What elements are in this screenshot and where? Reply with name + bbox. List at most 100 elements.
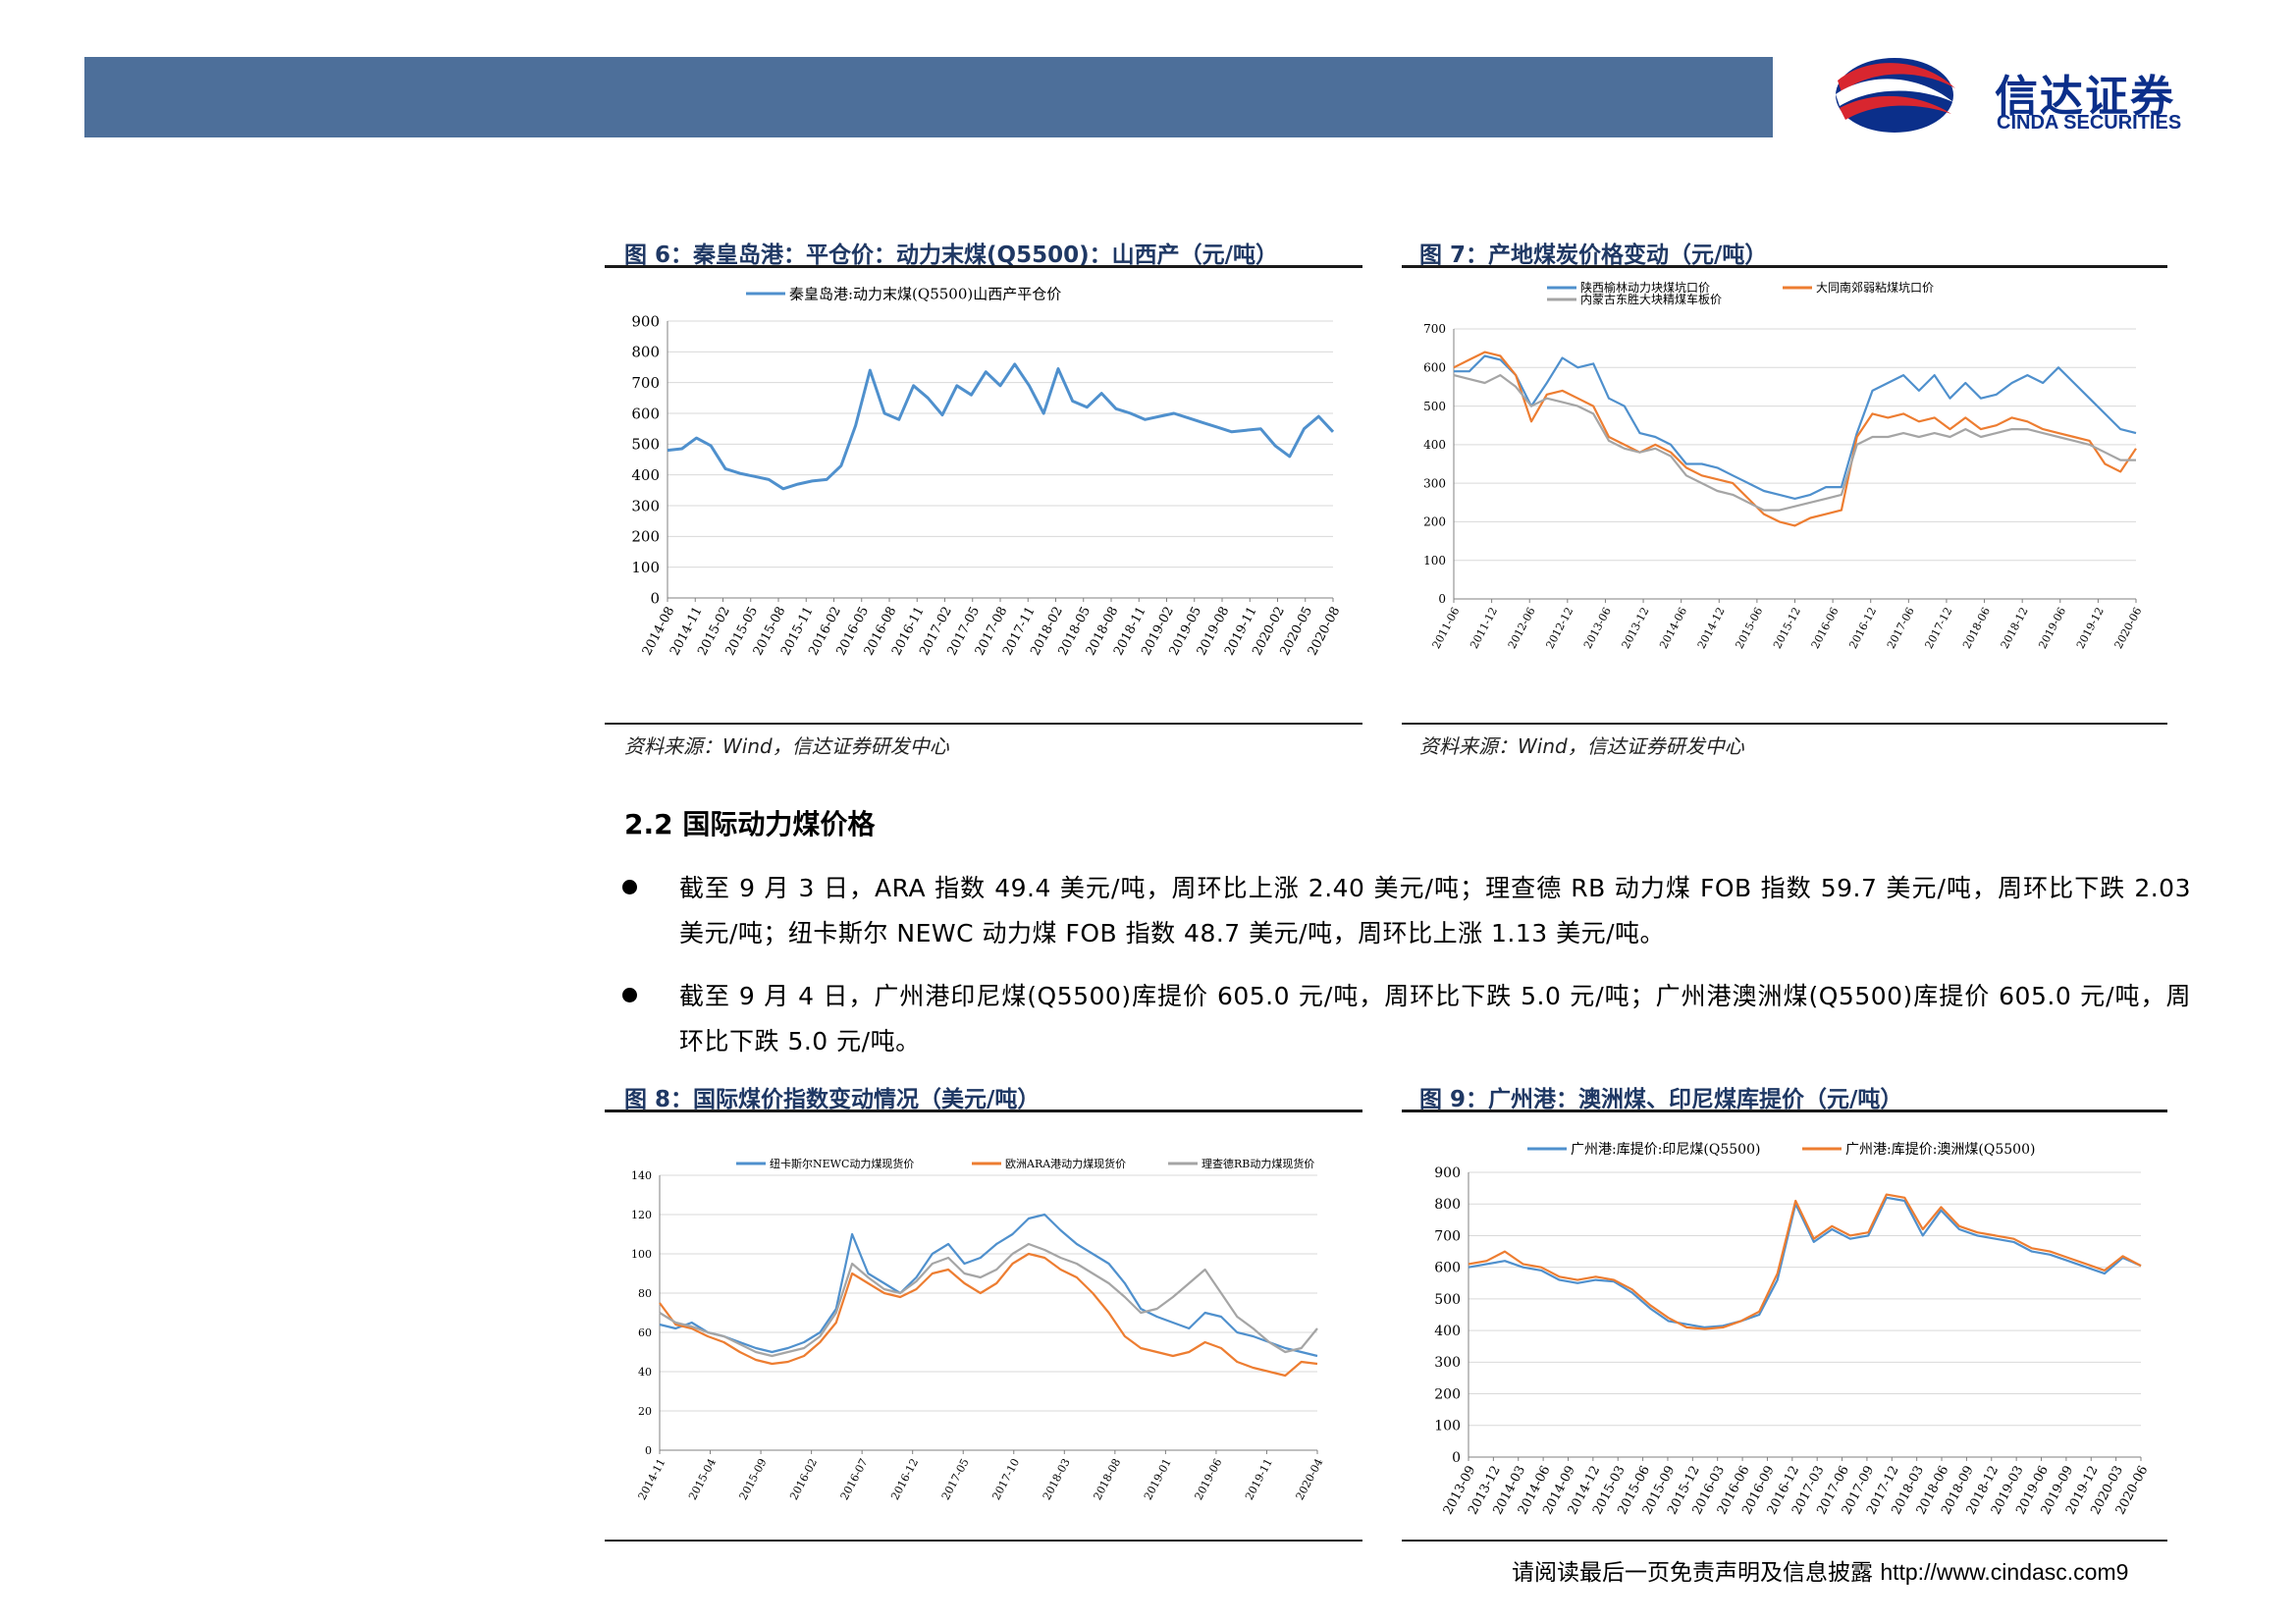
fig9-ytick-label: 900 <box>1434 1165 1461 1181</box>
fig7-xtick-label: 2017-06 <box>1885 605 1917 650</box>
section-title: 2.2 国际动力煤价格 <box>624 808 876 840</box>
fig9-series-line-1 <box>1468 1196 2142 1328</box>
fig8-xtick-label: 2017-10 <box>989 1456 1022 1501</box>
fig8-xtick-label: 2018-08 <box>1091 1456 1123 1501</box>
fig8-ytick-label: 140 <box>631 1169 652 1182</box>
fig7-ytick-label: 500 <box>1423 400 1446 413</box>
fig9-legend-label: 广州港:库提价:澳洲煤(Q5500) <box>1845 1142 2035 1158</box>
fig9-series-line-2 <box>1468 1193 2142 1330</box>
fig8-title: 图 8：国际煤价指数变动情况（美元/吨） <box>624 1087 1041 1112</box>
fig8-xtick-label: 2016-12 <box>888 1456 921 1501</box>
fig6-ytick-label: 600 <box>631 405 660 422</box>
fig8-ytick-label: 60 <box>638 1326 652 1339</box>
fig7-xtick-label: 2018-06 <box>1960 605 1993 650</box>
fig8-xtick-label: 2015-09 <box>737 1456 770 1501</box>
fig7-xtick-label: 2014-12 <box>1695 605 1728 650</box>
fig9-ytick-label: 400 <box>1434 1324 1461 1339</box>
fig6-ytick-label: 800 <box>631 344 660 361</box>
fig8-series-line-2 <box>659 1252 1318 1378</box>
fig6-ytick-label: 200 <box>631 528 660 546</box>
fig8-series-line-1 <box>659 1213 1318 1358</box>
fig8-xtick-label: 2016-07 <box>838 1456 871 1501</box>
fig9-top-rule <box>1402 1110 2167 1112</box>
fig7-ytick-label: 100 <box>1423 554 1446 568</box>
fig6-source: 资料来源：Wind，信达证券研发中心 <box>624 734 949 758</box>
fig9-ytick-label: 600 <box>1434 1261 1461 1276</box>
fig6-top-rule <box>605 265 1362 268</box>
fig6-chart: 01002003004005006007008009002014-082014-… <box>631 285 1343 658</box>
page-number: 9 <box>2115 1559 2129 1585</box>
fig9-chart: 01002003004005006007008009002013-092013-… <box>1434 1142 2151 1517</box>
fig9-ytick-label: 300 <box>1434 1355 1461 1371</box>
bullet-dot-2 <box>622 988 637 1002</box>
fig8-xtick-label: 2016-02 <box>787 1456 820 1501</box>
fig8-xtick-label: 2020-04 <box>1294 1456 1326 1501</box>
fig8-xtick-label: 2019-01 <box>1142 1456 1174 1501</box>
fig8-xtick-label: 2015-04 <box>686 1456 719 1501</box>
fig6-ytick-label: 500 <box>631 436 660 454</box>
fig7-xtick-label: 2017-12 <box>1922 605 1954 650</box>
fig7-xtick-label: 2019-12 <box>2074 605 2107 650</box>
fig7-xtick-label: 2020-06 <box>2112 605 2145 650</box>
fig9-ytick-label: 700 <box>1434 1228 1461 1244</box>
fig7-title: 图 7：产地煤炭价格变动（元/吨） <box>1419 243 1768 268</box>
fig8-ytick-label: 40 <box>638 1366 652 1379</box>
fig9-title: 图 9：广州港：澳洲煤、印尼煤库提价（元/吨） <box>1419 1087 1903 1112</box>
fig7-ytick-label: 600 <box>1423 360 1446 374</box>
fig7-xtick-label: 2019-06 <box>2036 605 2068 650</box>
fig8-xtick-label: 2017-05 <box>939 1456 972 1501</box>
fig8-ytick-label: 100 <box>631 1248 652 1261</box>
fig7-xtick-label: 2011-06 <box>1430 605 1463 650</box>
fig9-ytick-label: 500 <box>1434 1292 1461 1308</box>
fig8-legend-label: 纽卡斯尔NEWC动力煤现货价 <box>770 1157 914 1170</box>
bullet-text-1: 截至 9 月 3 日，ARA 指数 49.4 美元/吨，周环比上涨 2.40 美… <box>679 874 2191 947</box>
bullet-text-2: 截至 9 月 4 日，广州港印尼煤(Q5500)库提价 605.0 元/吨，周环… <box>679 982 2191 1056</box>
fig9-bottom-rule <box>1402 1540 2167 1542</box>
fig7-xtick-label: 2015-12 <box>1771 605 1803 650</box>
fig6-ytick-label: 900 <box>631 312 660 330</box>
fig8-series-line-3 <box>659 1242 1318 1358</box>
fig6-legend-label: 秦皇岛港:动力末煤(Q5500)山西产平仓价 <box>789 285 1061 302</box>
logo-english-text: CINDA SECURITIES <box>1997 112 2182 134</box>
fig7-bottom-rule <box>1402 723 2167 725</box>
fig7-top-rule <box>1402 265 2167 268</box>
header-bar <box>84 57 1773 137</box>
fig6-series-line-1 <box>667 362 1335 491</box>
fig7-xtick-label: 2013-12 <box>1620 605 1652 650</box>
fig7-xtick-label: 2012-12 <box>1543 605 1575 650</box>
footer-url-link[interactable]: http://www.cindasc.com <box>1880 1559 2116 1585</box>
fig7-legend-label: 内蒙古东胜大块精煤车板价 <box>1580 292 1722 306</box>
fig7-ytick-label: 200 <box>1423 515 1446 529</box>
fig7-legend-label: 大同南郊弱粘煤坑口价 <box>1816 280 1934 295</box>
fig8-xtick-label: 2019-06 <box>1192 1456 1224 1501</box>
fig7-ytick-label: 400 <box>1423 438 1446 452</box>
fig7-ytick-label: 0 <box>1438 592 1446 606</box>
fig7-ytick-label: 700 <box>1423 322 1446 336</box>
fig9-legend-label: 广州港:库提价:印尼煤(Q5500) <box>1571 1142 1760 1158</box>
logo-chinese-text: 信达证券 <box>1995 72 2175 122</box>
fig8-ytick-label: 120 <box>631 1209 652 1221</box>
footer-disclaimer: 请阅读最后一页免责声明及信息披露 <box>1512 1560 1873 1586</box>
fig7-series-line-2 <box>1453 351 2137 527</box>
fig6-title: 图 6：秦皇岛港：平仓价：动力末煤(Q5500)：山西产（元/吨） <box>624 243 1279 268</box>
bullet-dot-1 <box>622 880 637 894</box>
fig7-xtick-label: 2016-12 <box>1846 605 1879 650</box>
fig9-ytick-label: 100 <box>1434 1419 1461 1435</box>
fig8-ytick-label: 80 <box>638 1287 652 1300</box>
fig7-xtick-label: 2016-06 <box>1809 605 1842 650</box>
cinda-emblem-icon <box>1836 58 1955 133</box>
fig8-ytick-label: 0 <box>645 1444 652 1457</box>
fig7-xtick-label: 2015-06 <box>1733 605 1765 650</box>
fig9-ytick-label: 200 <box>1434 1386 1461 1402</box>
fig8-legend-label: 欧洲ARA港动力煤现货价 <box>1005 1157 1126 1170</box>
fig8-xtick-label: 2018-03 <box>1041 1456 1073 1501</box>
fig8-xtick-label: 2019-11 <box>1243 1456 1275 1501</box>
fig7-xtick-label: 2014-06 <box>1657 605 1689 650</box>
fig7-xtick-label: 2011-12 <box>1468 605 1500 650</box>
fig6-bottom-rule <box>605 723 1362 725</box>
fig9-ytick-label: 0 <box>1452 1450 1461 1466</box>
fig7-series-line-1 <box>1454 354 2137 500</box>
cinda-logo: 信达证券 CINDA SECURITIES <box>1828 51 2240 139</box>
fig6-ytick-label: 0 <box>650 589 660 607</box>
fig7-xtick-label: 2018-12 <box>1999 605 2031 650</box>
